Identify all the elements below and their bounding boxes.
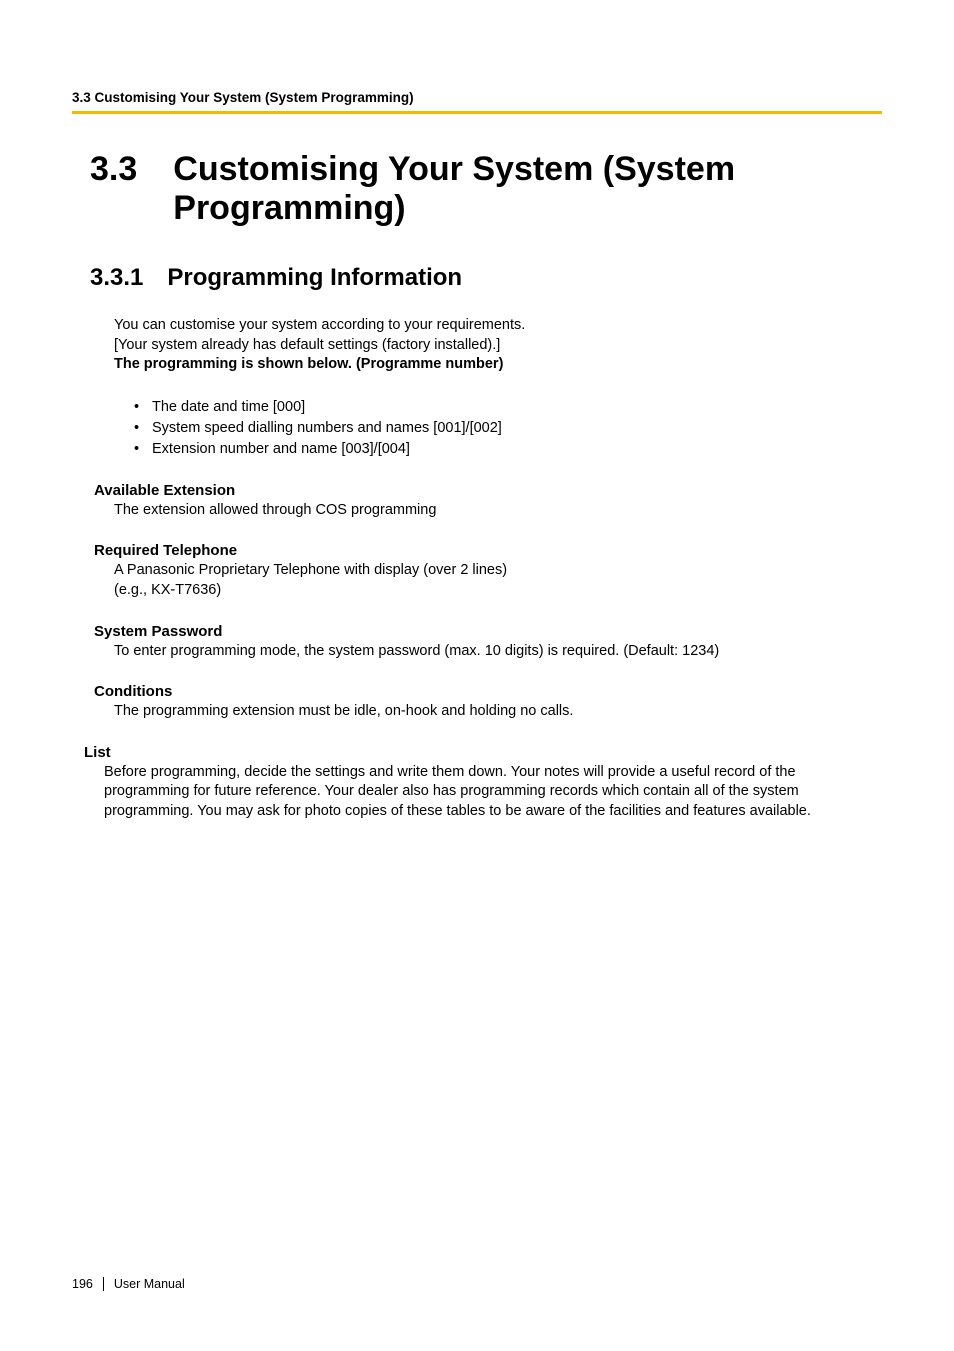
subsection-required-telephone: Required Telephone A Panasonic Proprieta… — [72, 542, 882, 600]
page-number: 196 — [72, 1277, 104, 1291]
subsection-body: Before programming, decide the settings … — [72, 763, 882, 822]
bullet-list: • The date and time [000] • System speed… — [72, 397, 882, 460]
subsection-heading: Available Extension — [72, 482, 882, 499]
bullet-dot-icon: • — [134, 418, 152, 439]
subsection-body: A Panasonic Proprietary Telephone with d… — [72, 561, 882, 600]
bullet-text: Extension number and name [003]/[004] — [152, 439, 410, 460]
bullet-text: System speed dialling numbers and names … — [152, 418, 502, 439]
bullet-dot-icon: • — [134, 439, 152, 460]
footer-label: User Manual — [114, 1277, 185, 1291]
bullet-text: The date and time [000] — [152, 397, 305, 418]
subsection-body: The programming extension must be idle, … — [72, 702, 882, 722]
intro-line-3: The programming is shown below. (Program… — [114, 355, 882, 375]
subsection-body: To enter programming mode, the system pa… — [72, 642, 882, 662]
bullet-item: • The date and time [000] — [134, 397, 882, 418]
bullet-item: • System speed dialling numbers and name… — [134, 418, 882, 439]
section-title: 3.3.1 Programming Information — [72, 264, 882, 292]
subsection-body: The extension allowed through COS progra… — [72, 501, 882, 521]
chapter-title: 3.3 Customising Your System (System Prog… — [72, 150, 882, 228]
bullet-dot-icon: • — [134, 397, 152, 418]
subsection-heading: Required Telephone — [72, 542, 882, 559]
subsection-heading: System Password — [72, 623, 882, 640]
section-title-text: Programming Information — [167, 264, 462, 292]
intro-line-2: [Your system already has default setting… — [114, 336, 882, 356]
subsection-heading: Conditions — [72, 683, 882, 700]
subsection-available-extension: Available Extension The extension allowe… — [72, 482, 882, 521]
subsection-conditions: Conditions The programming extension mus… — [72, 683, 882, 722]
page-footer: 196 User Manual — [72, 1277, 185, 1291]
subsection-list: List Before programming, decide the sett… — [72, 744, 882, 822]
intro-line-1: You can customise your system according … — [114, 316, 882, 336]
chapter-title-text: Customising Your System (System Programm… — [173, 150, 882, 228]
bullet-item: • Extension number and name [003]/[004] — [134, 439, 882, 460]
subsection-system-password: System Password To enter programming mod… — [72, 623, 882, 662]
accent-rule — [72, 111, 882, 114]
running-head: 3.3 Customising Your System (System Prog… — [72, 90, 882, 105]
subsection-heading: List — [72, 744, 882, 761]
section-number: 3.3.1 — [90, 264, 143, 292]
intro-block: You can customise your system according … — [72, 316, 882, 375]
chapter-number: 3.3 — [90, 150, 137, 189]
